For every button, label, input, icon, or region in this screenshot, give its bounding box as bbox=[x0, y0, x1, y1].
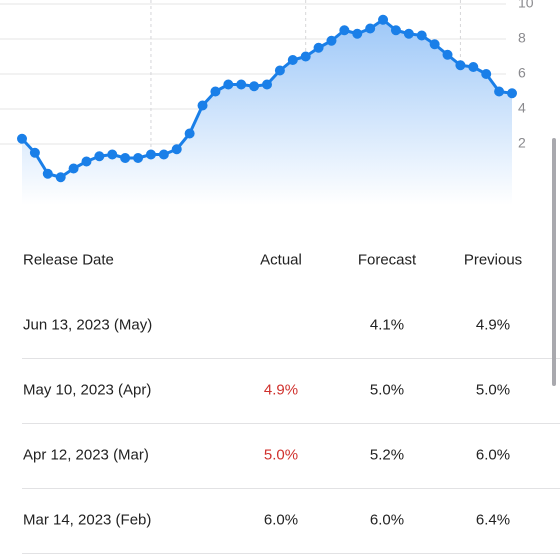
point bbox=[55, 172, 66, 183]
y-tick-label: 8 bbox=[518, 30, 526, 46]
row-separator bbox=[22, 423, 560, 424]
point bbox=[313, 42, 324, 53]
point bbox=[158, 149, 169, 160]
table-cell: 5.0% bbox=[369, 381, 405, 399]
point bbox=[339, 25, 350, 36]
table-cell: 6.4% bbox=[475, 511, 511, 529]
point bbox=[133, 153, 144, 163]
table-cell: 6.0% bbox=[263, 511, 299, 529]
y-tick-label: 2 bbox=[518, 135, 526, 151]
y-tick-label: 10 bbox=[518, 0, 534, 11]
point bbox=[236, 79, 247, 90]
table-cell: 5.0% bbox=[263, 446, 299, 464]
point bbox=[81, 156, 92, 167]
point bbox=[403, 28, 414, 39]
header-cell: Release Date bbox=[23, 251, 114, 269]
point bbox=[326, 35, 337, 46]
table-cell: Mar 14, 2023 (Feb) bbox=[23, 511, 152, 529]
point bbox=[416, 30, 427, 41]
point bbox=[429, 39, 440, 50]
header-cell: Forecast bbox=[357, 251, 417, 269]
point bbox=[68, 163, 79, 174]
point bbox=[171, 144, 182, 155]
point bbox=[120, 153, 131, 163]
point bbox=[287, 55, 298, 65]
row-separator bbox=[22, 553, 560, 554]
point bbox=[249, 81, 260, 92]
point bbox=[455, 60, 466, 71]
table-cell: 6.0% bbox=[475, 446, 511, 464]
point bbox=[210, 86, 221, 97]
header-cell: Actual bbox=[260, 251, 302, 269]
area bbox=[22, 19, 512, 205]
point bbox=[197, 100, 208, 111]
table-cell: May 10, 2023 (Apr) bbox=[23, 381, 152, 399]
point bbox=[378, 14, 389, 25]
point bbox=[300, 51, 311, 62]
y-tick-label: 6 bbox=[518, 65, 526, 81]
table-cell: 5.2% bbox=[369, 446, 405, 464]
table-cell: 6.0% bbox=[369, 511, 405, 529]
point bbox=[145, 149, 156, 160]
point bbox=[507, 88, 517, 99]
row-separator bbox=[22, 358, 560, 359]
point bbox=[481, 69, 492, 79]
point bbox=[352, 28, 363, 39]
point bbox=[365, 23, 376, 34]
point bbox=[494, 86, 505, 97]
table-cell: Jun 13, 2023 (May) bbox=[23, 316, 153, 334]
table-cell: Apr 12, 2023 (Mar) bbox=[23, 446, 149, 464]
chart: 246810202120222023 bbox=[0, 0, 534, 205]
point bbox=[94, 151, 105, 162]
point bbox=[17, 133, 27, 144]
row-separator bbox=[22, 488, 560, 489]
y-tick-label: 4 bbox=[518, 100, 526, 116]
point bbox=[42, 168, 53, 179]
point bbox=[184, 128, 195, 139]
table-cell: 4.9% bbox=[475, 316, 511, 334]
point bbox=[468, 62, 479, 72]
scrollbar bbox=[552, 138, 556, 386]
point bbox=[390, 25, 401, 36]
table-cell: 5.0% bbox=[475, 381, 511, 399]
table-cell: 4.9% bbox=[263, 381, 299, 399]
header-cell: Previous bbox=[463, 251, 523, 269]
point bbox=[223, 79, 234, 90]
point bbox=[107, 149, 118, 160]
point bbox=[274, 65, 285, 76]
point bbox=[29, 147, 40, 158]
point bbox=[262, 79, 272, 90]
point bbox=[442, 49, 453, 60]
table-cell: 4.1% bbox=[369, 316, 405, 334]
